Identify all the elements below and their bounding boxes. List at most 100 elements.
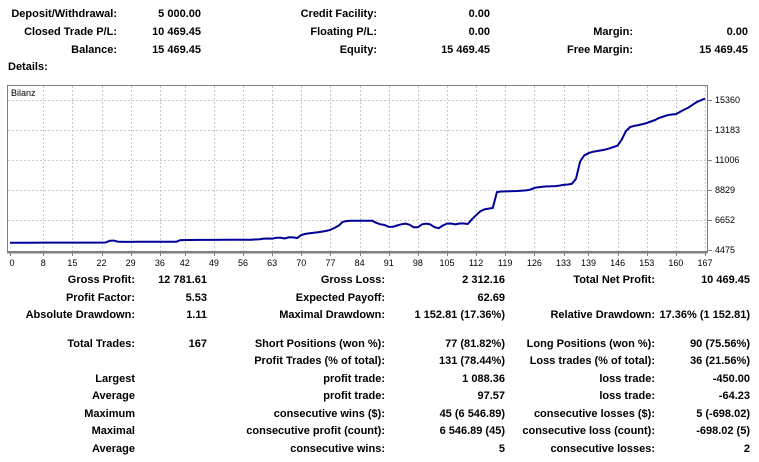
summary-value bbox=[633, 5, 748, 23]
stat-label: Gross Loss: bbox=[320, 274, 385, 286]
stat-label: Maximal bbox=[91, 425, 135, 437]
stat-label: profit trade: bbox=[323, 390, 385, 402]
stat-label: Maximum bbox=[84, 407, 135, 420]
svg-text:8: 8 bbox=[41, 258, 46, 268]
summary-label: Deposit/Withdrawal: bbox=[11, 8, 117, 20]
stat-value bbox=[135, 353, 207, 371]
x-axis-labels: 0 8 15 22 29 36 42 49 56 63 70 77 84 91 98 105 112 119 126… bbox=[9, 258, 712, 268]
svg-text:36: 36 bbox=[155, 258, 165, 268]
stat-value: 6 546.89 (45) bbox=[439, 425, 505, 437]
svg-text:146: 146 bbox=[610, 258, 625, 268]
svg-text:77: 77 bbox=[325, 258, 335, 268]
summary-value: 10 469.45 bbox=[152, 26, 201, 38]
stat-value: 2 312.16 bbox=[462, 274, 505, 286]
stats-row: Maximum consecutive wins ($): 45 (6 546.… bbox=[0, 406, 750, 424]
statistics-section: Gross Profit: 12 781.61 Gross Loss: 2 31… bbox=[0, 272, 750, 458]
stat-value: 1 088.36 bbox=[462, 372, 505, 385]
stat-value: 10 469.45 bbox=[701, 274, 750, 286]
stat-value: 17.36% (1 152.81) bbox=[659, 309, 750, 321]
stat-label: consecutive wins: bbox=[290, 442, 385, 455]
svg-text:0: 0 bbox=[9, 258, 14, 268]
stat-label: Relative Drawdown: bbox=[550, 309, 655, 321]
stat-label: consecutive profit (count): bbox=[246, 425, 385, 437]
summary-value: 15 469.45 bbox=[152, 44, 201, 56]
stat-value: 1.11 bbox=[186, 309, 207, 321]
svg-text:63: 63 bbox=[267, 258, 277, 268]
svg-text:13183: 13183 bbox=[715, 125, 740, 135]
svg-text:119: 119 bbox=[498, 258, 512, 268]
stat-value bbox=[135, 441, 207, 459]
stat-label: Long Positions (won %): bbox=[526, 337, 655, 350]
svg-text:133: 133 bbox=[556, 258, 571, 268]
chart-legend: Bilanz bbox=[11, 88, 36, 98]
svg-text:29: 29 bbox=[126, 258, 136, 268]
stat-label: Largest bbox=[95, 372, 135, 385]
stat-label: Average bbox=[91, 390, 135, 402]
stat-label: Profit Trades (% of total): bbox=[254, 355, 385, 367]
y-axis-labels: 4475 6652 8829 11006 13183 15360 bbox=[715, 95, 740, 255]
stat-label: loss trade: bbox=[599, 372, 655, 385]
stat-label bbox=[505, 290, 655, 308]
details-heading: Details: bbox=[8, 61, 48, 73]
stat-value: 45 (6 546.89) bbox=[439, 407, 505, 420]
stat-value: 131 (78.44%) bbox=[438, 355, 505, 367]
stat-label: Absolute Drawdown: bbox=[25, 309, 135, 321]
stat-value: -698.02 (5) bbox=[696, 425, 750, 437]
stat-value: 5.53 bbox=[185, 291, 207, 304]
summary-label: Equity: bbox=[339, 44, 377, 56]
stat-label: Maximal Drawdown: bbox=[279, 309, 385, 321]
stats-row: Absolute Drawdown: 1.11 Maximal Drawdown… bbox=[0, 307, 750, 325]
stat-value: 167 bbox=[188, 337, 207, 350]
svg-text:49: 49 bbox=[209, 258, 219, 268]
svg-text:105: 105 bbox=[439, 258, 454, 268]
stat-label: consecutive loss (count): bbox=[522, 425, 655, 437]
stats-row: Maximal consecutive profit (count): 6 54… bbox=[0, 423, 750, 441]
summary-label: Free Margin: bbox=[566, 44, 633, 56]
summary-value: 0.00 bbox=[468, 8, 490, 20]
summary-value: 15 469.45 bbox=[699, 44, 748, 56]
summary-value: 5 000.00 bbox=[158, 8, 201, 20]
axis-ticks bbox=[10, 100, 712, 256]
stat-label: Total Trades: bbox=[67, 337, 135, 350]
stat-label bbox=[0, 353, 135, 371]
stat-value: 62.69 bbox=[477, 291, 505, 304]
svg-text:22: 22 bbox=[97, 258, 107, 268]
stat-value bbox=[135, 371, 207, 389]
stat-value: 1 152.81 (17.36%) bbox=[414, 309, 505, 321]
stat-label: consecutive wins ($): bbox=[273, 407, 385, 420]
stats-row: Average consecutive wins: 5 consecutive … bbox=[0, 441, 750, 459]
stat-value: 36 (21.56%) bbox=[690, 355, 750, 367]
stat-label: Loss trades (% of total): bbox=[529, 355, 655, 367]
stat-label: Total Net Profit: bbox=[573, 274, 655, 286]
stat-label: Short Positions (won %): bbox=[254, 337, 385, 350]
stat-value: 2 bbox=[743, 442, 750, 455]
stat-value: 12 781.61 bbox=[158, 274, 207, 286]
stats-row: Average profit trade: 97.57 loss trade: … bbox=[0, 388, 750, 406]
stat-label: Expected Payoff: bbox=[295, 291, 385, 304]
stat-value bbox=[135, 406, 207, 424]
stat-value: -450.00 bbox=[712, 372, 750, 385]
summary-value: 15 469.45 bbox=[441, 44, 490, 56]
stats-row: Gross Profit: 12 781.61 Gross Loss: 2 31… bbox=[0, 272, 750, 290]
svg-text:112: 112 bbox=[469, 258, 483, 268]
svg-text:56: 56 bbox=[238, 258, 248, 268]
balance-chart: 0 8 15 22 29 36 42 49 56 63 70 77 84 91 98 105 112 119 126… bbox=[7, 85, 755, 275]
summary-label: Margin: bbox=[593, 26, 633, 38]
svg-text:42: 42 bbox=[180, 258, 190, 268]
svg-text:139: 139 bbox=[581, 258, 596, 268]
stat-label: Gross Profit: bbox=[67, 274, 135, 286]
stat-value: 77 (81.82%) bbox=[445, 337, 505, 350]
stat-value bbox=[135, 388, 207, 406]
svg-text:126: 126 bbox=[527, 258, 542, 268]
stat-value bbox=[135, 423, 207, 441]
summary-label: Balance: bbox=[71, 44, 117, 56]
svg-text:153: 153 bbox=[639, 258, 654, 268]
stat-label: Profit Factor: bbox=[65, 291, 135, 304]
stat-label: consecutive losses ($): bbox=[533, 407, 655, 420]
summary-label: Credit Facility: bbox=[300, 8, 377, 20]
svg-text:15: 15 bbox=[67, 258, 77, 268]
stats-row: Profit Trades (% of total): 131 (78.44%)… bbox=[0, 353, 750, 371]
stat-value bbox=[655, 290, 750, 308]
stats-row: Profit Factor: 5.53 Expected Payoff: 62.… bbox=[0, 290, 750, 308]
